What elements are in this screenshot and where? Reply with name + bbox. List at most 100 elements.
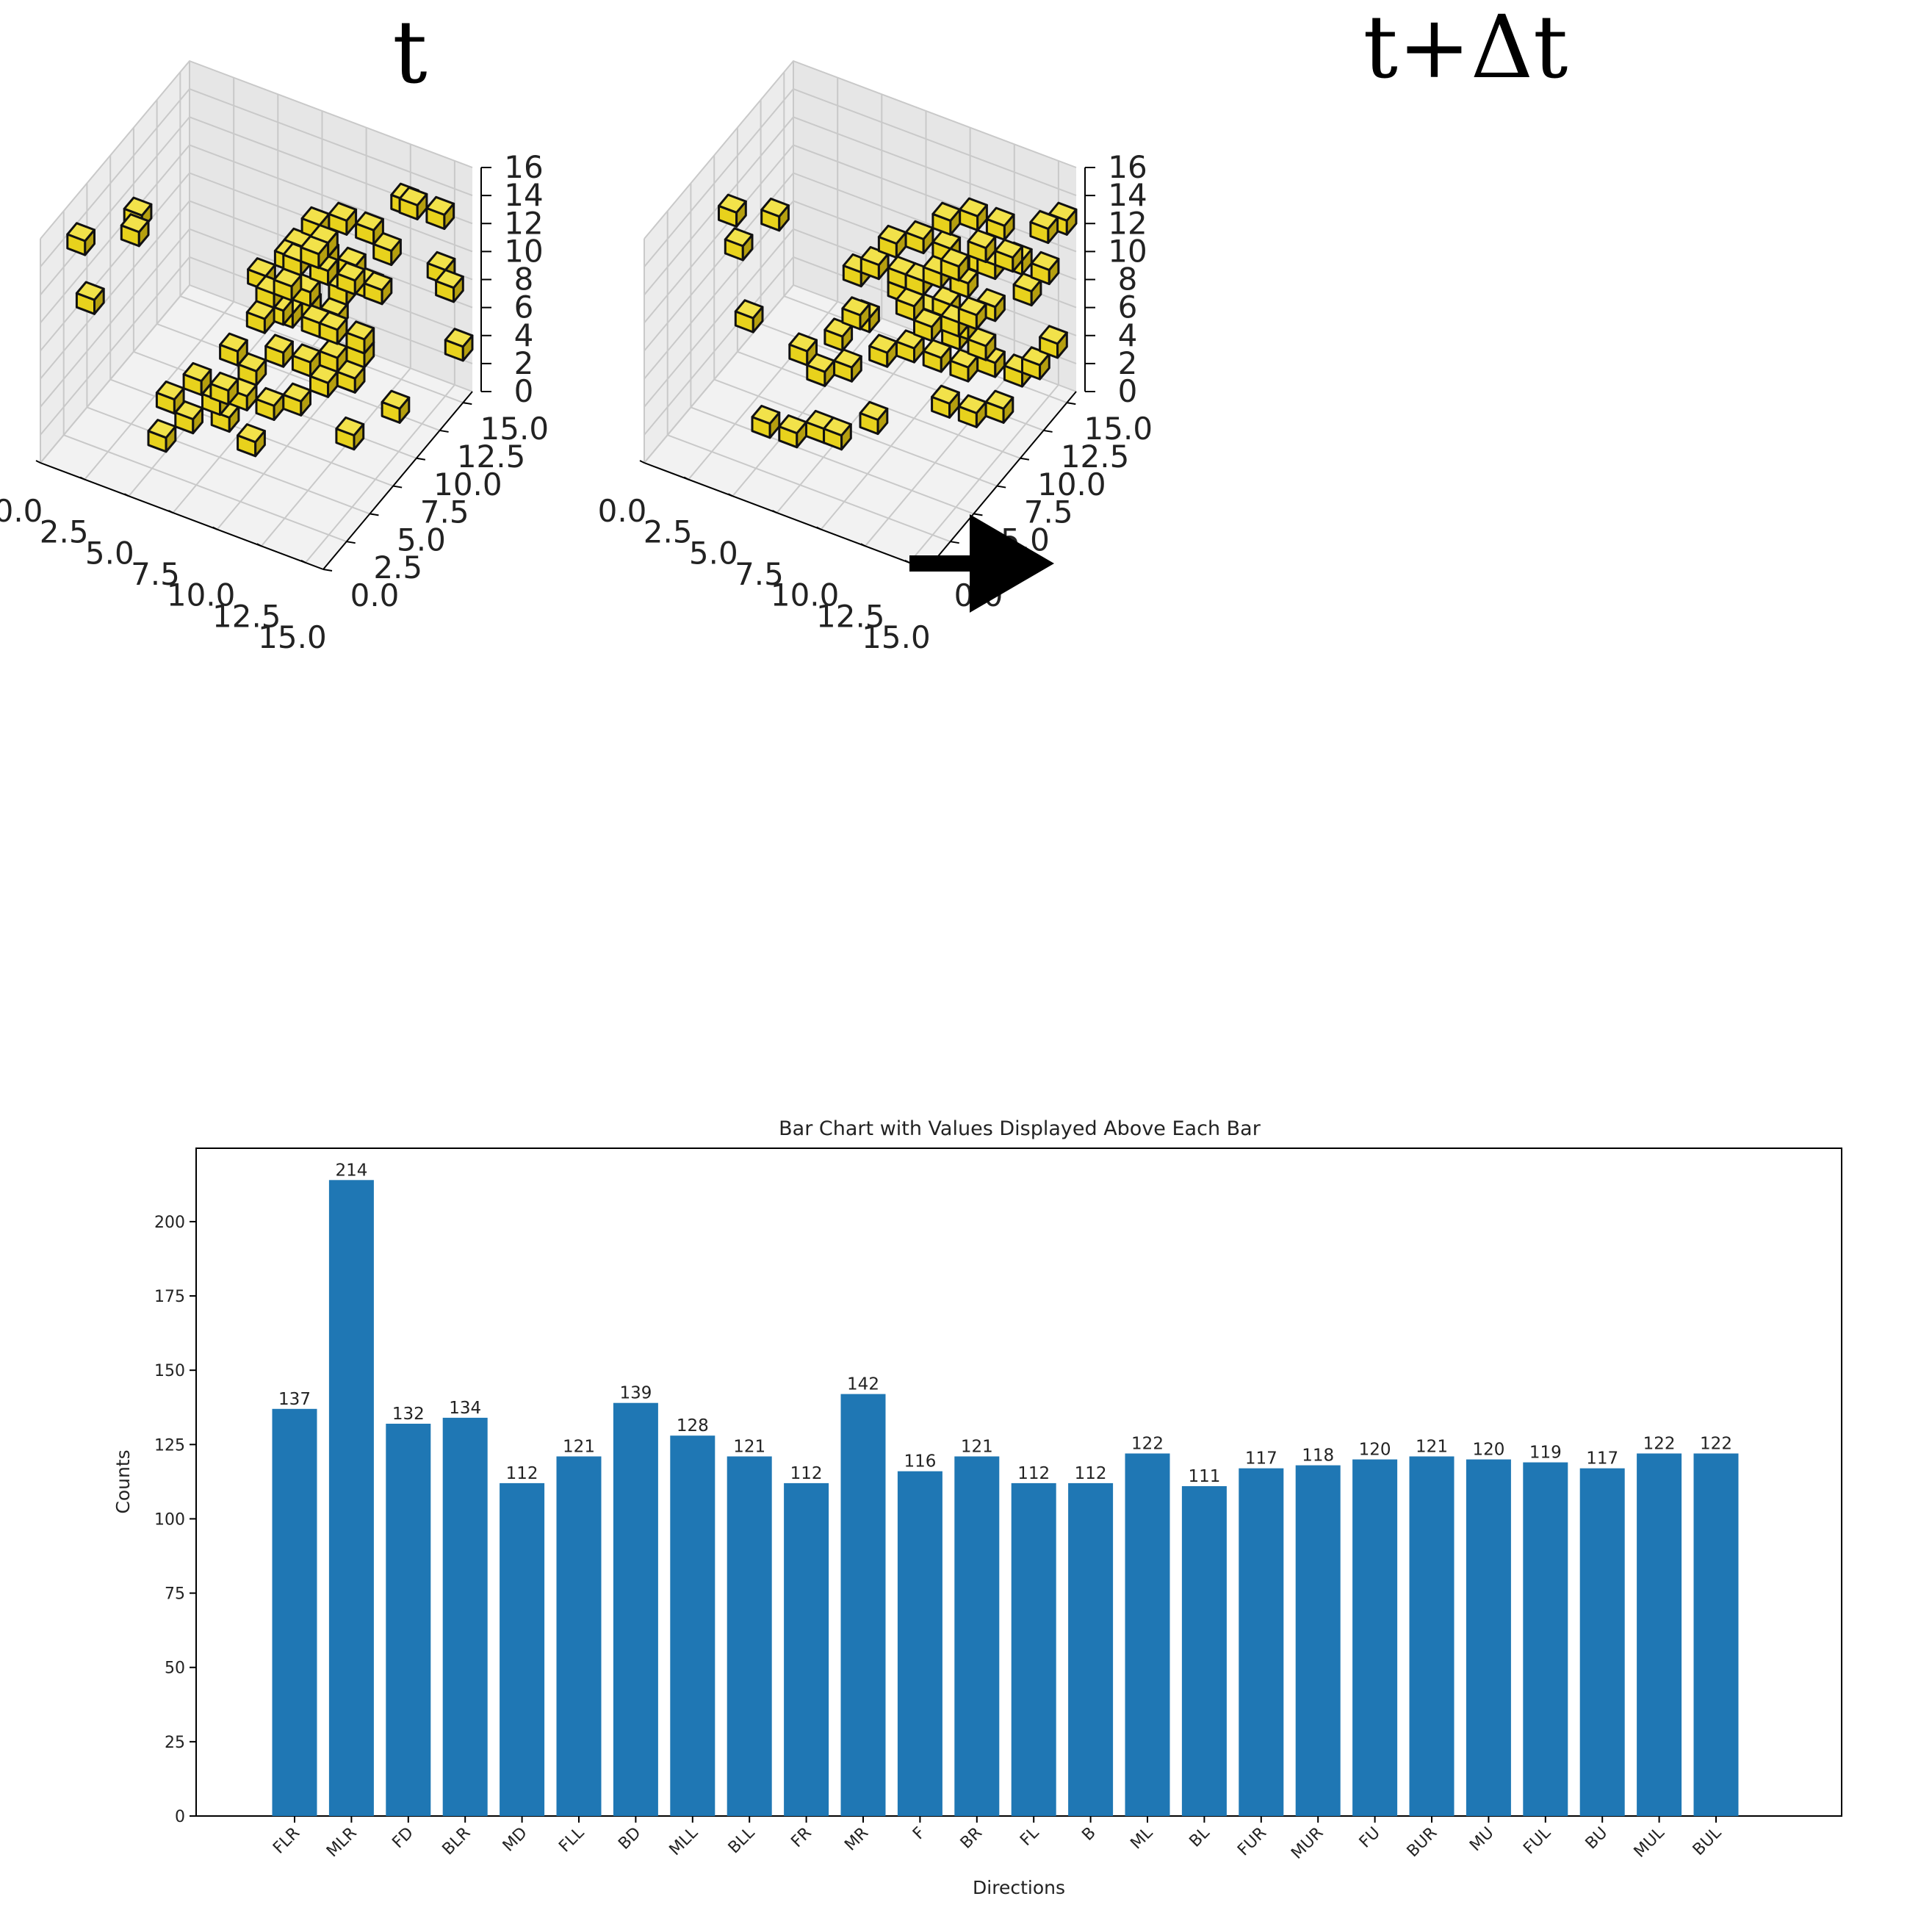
z-tick-label: 12 xyxy=(1108,205,1147,241)
cube-marker xyxy=(931,201,962,236)
cube-marker xyxy=(336,359,366,394)
cube-marker xyxy=(300,235,330,270)
right-arrow-icon xyxy=(909,514,1054,613)
bar-value-label: 119 xyxy=(1529,1444,1562,1463)
y-tick-mark xyxy=(1043,429,1053,433)
cube-marker xyxy=(282,382,311,417)
x-tick-label: MLL xyxy=(666,1823,702,1859)
x-tick-label: FR xyxy=(787,1824,815,1851)
cube-marker xyxy=(823,417,852,451)
z-tick-label: 10 xyxy=(504,233,543,269)
z-tick-label: 4 xyxy=(1118,317,1138,353)
y-tick-label: 175 xyxy=(154,1288,185,1306)
cube-marker xyxy=(994,238,1023,273)
cube-marker xyxy=(940,248,970,282)
cube-marker xyxy=(363,271,393,306)
x-tick-mark xyxy=(727,493,733,497)
cube-marker xyxy=(959,197,988,231)
bar xyxy=(1239,1468,1284,1816)
title-t: t xyxy=(392,1,427,103)
cube-marker xyxy=(355,211,384,245)
x-tick-label: 10.0 xyxy=(771,577,840,613)
y-tick-label: 15.0 xyxy=(1084,411,1153,447)
y-tick-label: 10.0 xyxy=(433,466,502,502)
bar xyxy=(840,1394,886,1816)
x-tick-label: MR xyxy=(841,1824,872,1855)
x-tick-label: 0.0 xyxy=(0,493,43,529)
cube-marker xyxy=(806,353,836,387)
y-tick-label: 125 xyxy=(154,1436,185,1455)
bar xyxy=(1181,1486,1227,1816)
y-tick-label: 200 xyxy=(154,1214,185,1232)
x-tick-label: 12.5 xyxy=(816,598,885,634)
bar-value-label: 120 xyxy=(1472,1441,1504,1460)
cube-marker xyxy=(734,299,764,334)
bar xyxy=(1579,1468,1625,1816)
bar-value-label: 122 xyxy=(1131,1434,1164,1453)
bar-value-label: 139 xyxy=(619,1384,652,1403)
x-axis: FLR MLR FD BLR MD FLL BD MLL BLL FR MR F BR FL B ML BL FU… xyxy=(270,1816,1726,1863)
bar-value-label: 112 xyxy=(506,1464,538,1483)
bar-value-label: 117 xyxy=(1586,1449,1618,1469)
x-axis-label: Directions xyxy=(973,1877,1065,1898)
x-tick-mark xyxy=(35,460,41,464)
cube-marker xyxy=(309,364,339,398)
x-tick-label: 12.5 xyxy=(212,598,281,634)
bar xyxy=(442,1417,488,1816)
x-tick-label: MU xyxy=(1466,1824,1497,1855)
cube-marker xyxy=(751,405,781,439)
z-tick-label: 14 xyxy=(504,177,543,213)
cube-marker xyxy=(291,343,321,378)
bar xyxy=(1409,1456,1455,1816)
bar xyxy=(727,1456,772,1816)
y-tick-label: 5.0 xyxy=(397,522,446,558)
z-tick-label: 10 xyxy=(1108,233,1147,269)
cube-marker xyxy=(120,213,150,248)
y-tick-mark xyxy=(370,513,379,516)
y-tick-mark xyxy=(346,541,356,544)
y-axis-line xyxy=(322,391,473,570)
cube-marker xyxy=(984,389,1014,424)
bar-value-label: 134 xyxy=(449,1399,481,1418)
x-tick-label: MUR xyxy=(1288,1824,1327,1863)
bar xyxy=(1637,1453,1682,1816)
y-axis: 0 25 50 75 100 125 150 175 200 xyxy=(154,1214,196,1826)
bar-value-label: 121 xyxy=(961,1438,993,1457)
bar-value-label: 121 xyxy=(733,1438,765,1457)
x-tick-mark xyxy=(639,460,645,464)
z-tick-label: 2 xyxy=(514,345,534,381)
x-tick-label: BUL xyxy=(1690,1823,1726,1859)
bar-value-label: 118 xyxy=(1302,1446,1334,1466)
cube-marker xyxy=(381,389,411,424)
cube-marker xyxy=(841,296,871,331)
x-tick-label: MLR xyxy=(323,1824,361,1862)
cube-marker xyxy=(264,334,294,368)
cube-marker xyxy=(425,195,455,230)
x-tick-label: BUR xyxy=(1404,1824,1441,1862)
bar xyxy=(328,1180,374,1816)
y-tick-mark xyxy=(322,569,333,572)
cube-marker xyxy=(833,348,862,383)
bar xyxy=(1693,1453,1739,1816)
grid-line-z xyxy=(40,60,473,239)
y-tick-label: 7.5 xyxy=(420,494,469,530)
cube-marker xyxy=(967,327,997,361)
cube-marker xyxy=(444,328,474,362)
bar xyxy=(272,1408,317,1816)
y-tick-mark xyxy=(439,429,449,433)
grid-line-z xyxy=(40,87,473,267)
cube-marker xyxy=(66,222,95,256)
z-tick-label: 2 xyxy=(1118,345,1138,381)
x-tick-label: 10.0 xyxy=(167,577,236,613)
cube-marker xyxy=(957,296,987,331)
cube-marker xyxy=(255,386,285,421)
x-tick-mark xyxy=(168,510,173,514)
cube-marker xyxy=(219,332,248,367)
cube-marker xyxy=(328,201,358,236)
bar-value-label: 111 xyxy=(1188,1467,1220,1486)
z-tick-label: 6 xyxy=(514,289,534,325)
x-tick-label: 7.5 xyxy=(131,556,180,592)
bar-value-label: 122 xyxy=(1643,1434,1676,1453)
bar-series: 137 214 132 134 112 121 139 128 121 112 142 116 121 1… xyxy=(272,1161,1739,1816)
